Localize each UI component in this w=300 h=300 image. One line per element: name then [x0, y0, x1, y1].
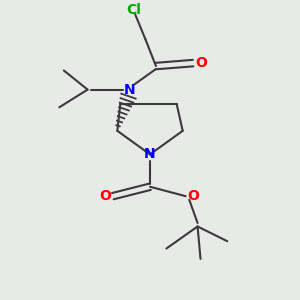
Text: N: N: [123, 82, 135, 97]
Text: Cl: Cl: [126, 2, 141, 16]
Text: O: O: [187, 189, 199, 202]
Text: N: N: [144, 147, 156, 161]
Text: O: O: [195, 56, 207, 70]
Text: O: O: [100, 189, 111, 202]
